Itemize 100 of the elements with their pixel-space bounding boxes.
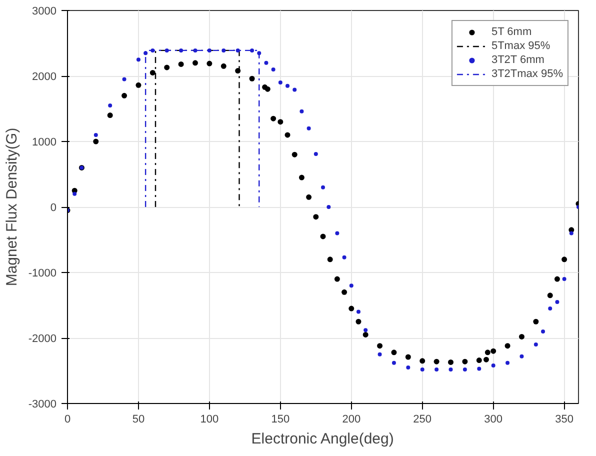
point [504,343,510,349]
point [490,348,496,354]
point [562,256,568,262]
y-tick-label: 3000 [32,6,57,18]
point [136,58,140,62]
legend-label: 3T2T 6mm [491,53,544,67]
point [364,328,368,332]
y-tick-label: 2000 [32,71,57,83]
point [554,276,560,282]
point [562,277,566,282]
point [236,48,240,52]
legend-label: 5T 6mm [491,25,532,39]
point [178,61,184,67]
x-tick-label: 250 [413,414,432,426]
point [150,70,156,76]
y-tick-label: -2000 [28,333,57,345]
point [406,365,410,370]
point [250,48,254,52]
y-tick-label: -1000 [28,268,57,280]
point [207,48,212,52]
point [356,310,360,314]
x-tick-label: 150 [271,414,290,426]
point [164,64,170,70]
point [420,367,424,372]
point [144,51,148,56]
point [192,60,198,66]
point [555,300,560,304]
point [342,289,348,295]
x-tick-label: 50 [132,414,145,426]
point [222,48,226,52]
point [392,360,396,365]
point [313,214,319,220]
point [569,231,574,236]
point [264,86,270,92]
point [193,48,198,52]
point [362,332,368,338]
point [520,354,524,358]
point [483,356,489,362]
point [249,76,255,82]
legend-label: 3T2Tmax 95% [491,67,563,81]
point [122,92,128,98]
point [326,205,331,209]
point [506,360,510,365]
point [420,358,426,364]
point [321,185,325,190]
y-tick-label: 1000 [32,136,57,148]
legend-label: 5Tmax 95% [491,39,550,53]
point [378,352,382,356]
point [348,306,354,312]
point [300,109,304,114]
point [448,367,453,372]
point [334,276,340,282]
point [292,152,298,158]
point [462,358,468,364]
x-tick-label: 300 [484,414,503,426]
x-tick-label: 0 [64,414,71,426]
point [547,292,553,298]
point [391,350,397,356]
point [286,84,290,88]
point [518,334,524,340]
point [93,138,99,144]
point [491,364,496,368]
point [548,306,552,311]
y-tick-label: 0 [50,202,57,214]
point [476,358,482,364]
point [136,82,142,88]
point [278,80,282,85]
point [206,60,212,66]
point [356,318,362,324]
point [108,103,112,108]
point [284,132,290,138]
point [533,318,539,324]
y-axis-title: Magnet Flux Density(G) [3,128,20,286]
point [306,126,311,130]
point [320,234,326,240]
point [306,194,312,200]
point [335,231,340,236]
point [349,284,354,288]
point [220,63,226,69]
point [122,77,126,82]
point [107,112,113,118]
point [541,329,546,334]
point [342,255,346,260]
point [292,88,297,92]
x-tick-label: 350 [555,414,574,426]
point [448,359,454,365]
point [270,116,276,122]
point [405,354,411,360]
x-tick-label: 200 [342,414,361,426]
point [298,174,304,180]
point [484,350,490,356]
point [314,152,318,156]
point [264,60,268,65]
point [462,367,467,372]
y-tick-label: -3000 [28,398,57,410]
point [94,132,98,137]
point [271,67,276,72]
point [72,192,77,196]
point [434,367,439,372]
point [534,342,538,347]
